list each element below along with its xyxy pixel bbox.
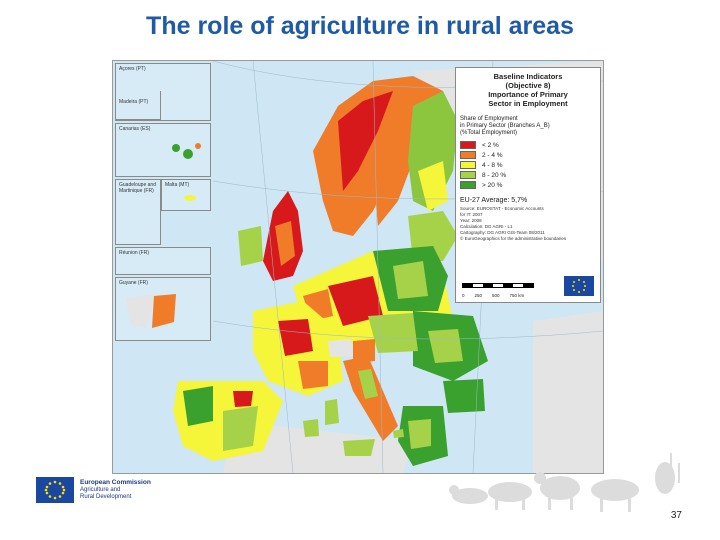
swatch-light-green xyxy=(460,171,476,179)
swatch-orange xyxy=(460,151,476,159)
inset-azores: Açores (PT) xyxy=(115,63,211,121)
legend-item: 4 - 8 % xyxy=(460,161,596,169)
inset-madeira: Madeira (PT) xyxy=(115,91,161,120)
map-graphic xyxy=(173,61,603,473)
legend-source: Source: EUROSTAT - Economic Accounts for… xyxy=(460,206,567,241)
legend-title: Baseline Indicators (Objective 8) Import… xyxy=(488,72,568,108)
legend-item: < 2 % xyxy=(460,141,596,149)
page-number: 37 xyxy=(670,510,682,521)
legend-item: 8 - 20 % xyxy=(460,171,596,179)
organization-name: European Commission Agriculture and Rura… xyxy=(80,479,151,500)
swatch-green xyxy=(460,181,476,189)
swatch-yellow xyxy=(460,161,476,169)
eu-flag-icon xyxy=(36,477,74,503)
slide-title: The role of agriculture in rural areas xyxy=(146,12,574,40)
canarias-islands xyxy=(172,143,201,159)
scale-labels: 0 250 500 750 km xyxy=(462,293,525,298)
legend-item: > 20 % xyxy=(460,181,596,189)
farm-animals-illustration xyxy=(449,453,680,512)
european-commission-logo: European Commission Agriculture and Rura… xyxy=(36,477,151,503)
inset-guadeloupe: Guadeloupe and Martinique (FR) xyxy=(115,179,161,245)
inset-malta: Malta (MT) xyxy=(161,179,211,211)
eu-flag-icon xyxy=(564,276,594,296)
inset-panel: Açores (PT) Madeira (PT) Canarias (ES) G… xyxy=(113,61,211,341)
inset-guyane: Guyane (FR) xyxy=(115,277,211,341)
legend-item: 2 - 4 % xyxy=(460,151,596,159)
legend-average: EU-27 Average: 5,7% xyxy=(460,197,528,204)
legend-subtitle: Share of Employment in Primary Sector (B… xyxy=(460,116,550,136)
malta-island xyxy=(184,195,196,201)
europe-map: Açores (PT) Madeira (PT) Canarias (ES) G… xyxy=(112,60,604,474)
inset-canarias: Canarias (ES) xyxy=(115,123,211,177)
scale-bar xyxy=(462,283,534,288)
map-legend: Baseline Indicators (Objective 8) Import… xyxy=(455,67,601,303)
swatch-red xyxy=(460,141,476,149)
inset-reunion: Réunion (FR) xyxy=(115,247,211,275)
guyane-shape xyxy=(126,294,176,328)
